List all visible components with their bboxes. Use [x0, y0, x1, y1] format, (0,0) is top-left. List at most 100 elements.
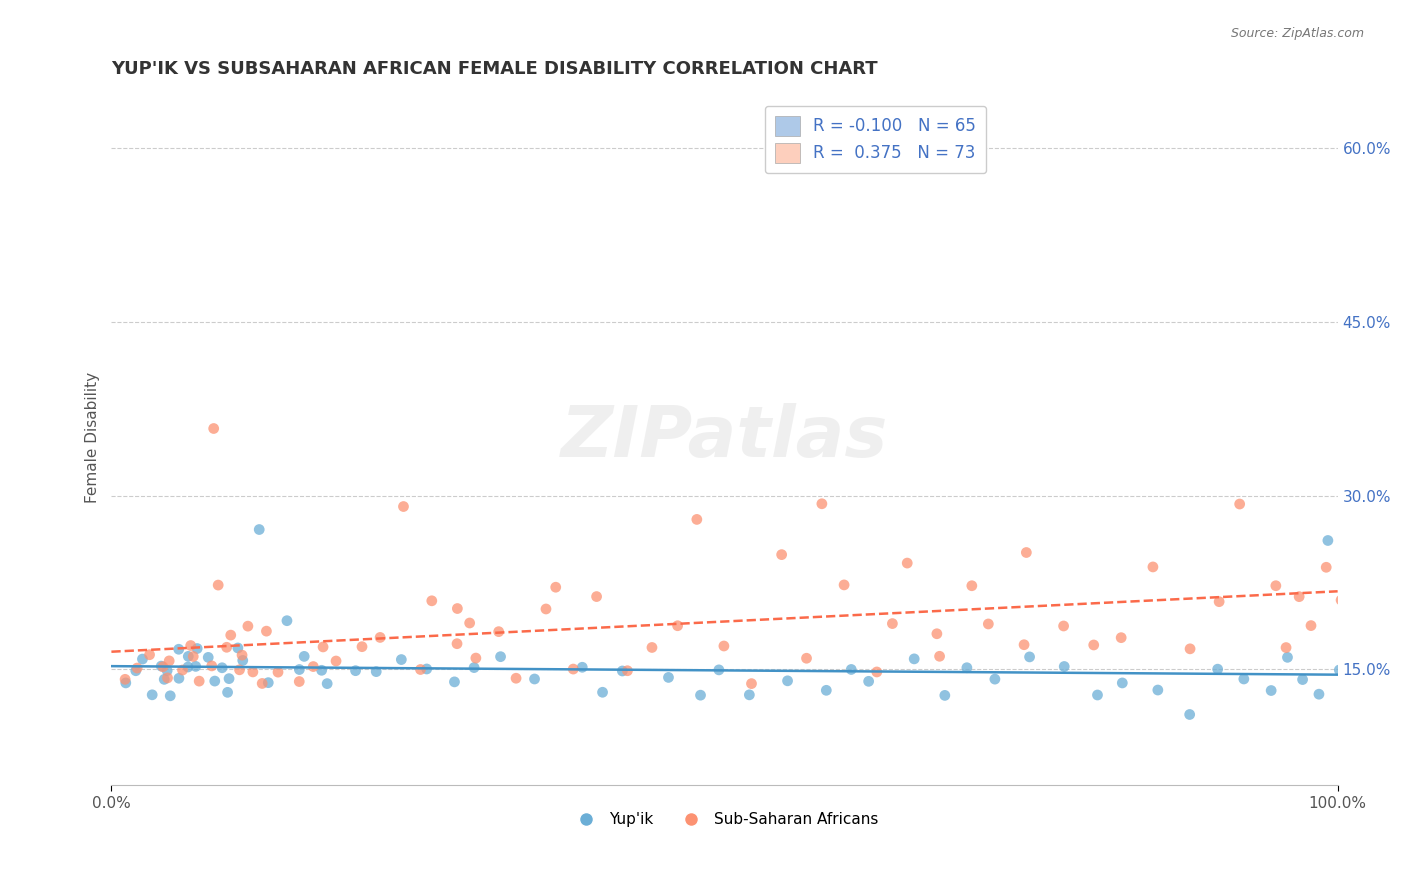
Point: [312, 640, 335, 654]
Point: [228, 663, 250, 677]
Point: [141, 688, 163, 702]
Point: [882, 616, 904, 631]
Point: [562, 662, 585, 676]
Point: [811, 497, 834, 511]
Point: [707, 663, 730, 677]
Point: [1012, 638, 1035, 652]
Point: [1142, 560, 1164, 574]
Point: [1147, 683, 1170, 698]
Point: [242, 665, 264, 679]
Point: [172, 663, 194, 677]
Point: [276, 614, 298, 628]
Point: [202, 421, 225, 435]
Point: [207, 578, 229, 592]
Point: [544, 580, 567, 594]
Point: [977, 617, 1000, 632]
Point: [177, 649, 200, 664]
Point: [960, 579, 983, 593]
Point: [686, 512, 709, 526]
Point: [689, 688, 711, 702]
Point: [738, 688, 761, 702]
Point: [446, 601, 468, 615]
Point: [925, 626, 948, 640]
Point: [325, 654, 347, 668]
Point: [839, 663, 862, 677]
Point: [1275, 640, 1298, 655]
Point: [232, 653, 254, 667]
Point: [389, 652, 412, 666]
Point: [1299, 618, 1322, 632]
Point: [1052, 619, 1074, 633]
Point: [1087, 688, 1109, 702]
Point: [125, 664, 148, 678]
Point: [219, 628, 242, 642]
Point: [288, 663, 311, 677]
Point: [292, 649, 315, 664]
Point: [159, 689, 181, 703]
Point: [616, 664, 638, 678]
Point: [1330, 593, 1353, 607]
Point: [815, 683, 838, 698]
Point: [796, 651, 818, 665]
Point: [1316, 533, 1339, 548]
Point: [186, 641, 208, 656]
Point: [153, 673, 176, 687]
Point: [1178, 641, 1201, 656]
Point: [311, 663, 333, 677]
Point: [641, 640, 664, 655]
Point: [420, 594, 443, 608]
Point: [713, 639, 735, 653]
Point: [215, 640, 238, 655]
Point: [1053, 659, 1076, 673]
Point: [211, 661, 233, 675]
Point: [197, 650, 219, 665]
Point: [316, 676, 339, 690]
Text: YUP'IK VS SUBSAHARAN AFRICAN FEMALE DISABILITY CORRELATION CHART: YUP'IK VS SUBSAHARAN AFRICAN FEMALE DISA…: [111, 60, 877, 78]
Point: [523, 672, 546, 686]
Text: Source: ZipAtlas.com: Source: ZipAtlas.com: [1230, 27, 1364, 40]
Point: [1109, 631, 1132, 645]
Point: [231, 648, 253, 662]
Y-axis label: Female Disability: Female Disability: [86, 372, 100, 503]
Point: [657, 670, 679, 684]
Point: [1288, 590, 1310, 604]
Point: [866, 665, 889, 679]
Point: [489, 649, 512, 664]
Point: [458, 615, 481, 630]
Point: [446, 637, 468, 651]
Point: [267, 665, 290, 680]
Point: [250, 676, 273, 690]
Point: [201, 659, 224, 673]
Point: [776, 673, 799, 688]
Point: [896, 556, 918, 570]
Point: [204, 674, 226, 689]
Point: [740, 676, 762, 690]
Point: [1277, 650, 1299, 665]
Point: [156, 671, 179, 685]
Point: [934, 689, 956, 703]
Point: [167, 642, 190, 657]
Point: [464, 651, 486, 665]
Point: [1018, 649, 1040, 664]
Point: [1229, 497, 1251, 511]
Point: [592, 685, 614, 699]
Point: [167, 671, 190, 685]
Point: [150, 659, 173, 673]
Point: [392, 500, 415, 514]
Point: [366, 665, 388, 679]
Point: [257, 675, 280, 690]
Point: [534, 602, 557, 616]
Point: [928, 649, 950, 664]
Legend: Yup'ik, Sub-Saharan Africans: Yup'ik, Sub-Saharan Africans: [564, 805, 884, 833]
Point: [1329, 663, 1351, 677]
Point: [114, 673, 136, 687]
Point: [984, 672, 1007, 686]
Point: [1083, 638, 1105, 652]
Point: [256, 624, 278, 639]
Point: [903, 652, 925, 666]
Point: [350, 640, 373, 654]
Point: [1178, 707, 1201, 722]
Point: [409, 663, 432, 677]
Point: [443, 674, 465, 689]
Point: [1208, 595, 1230, 609]
